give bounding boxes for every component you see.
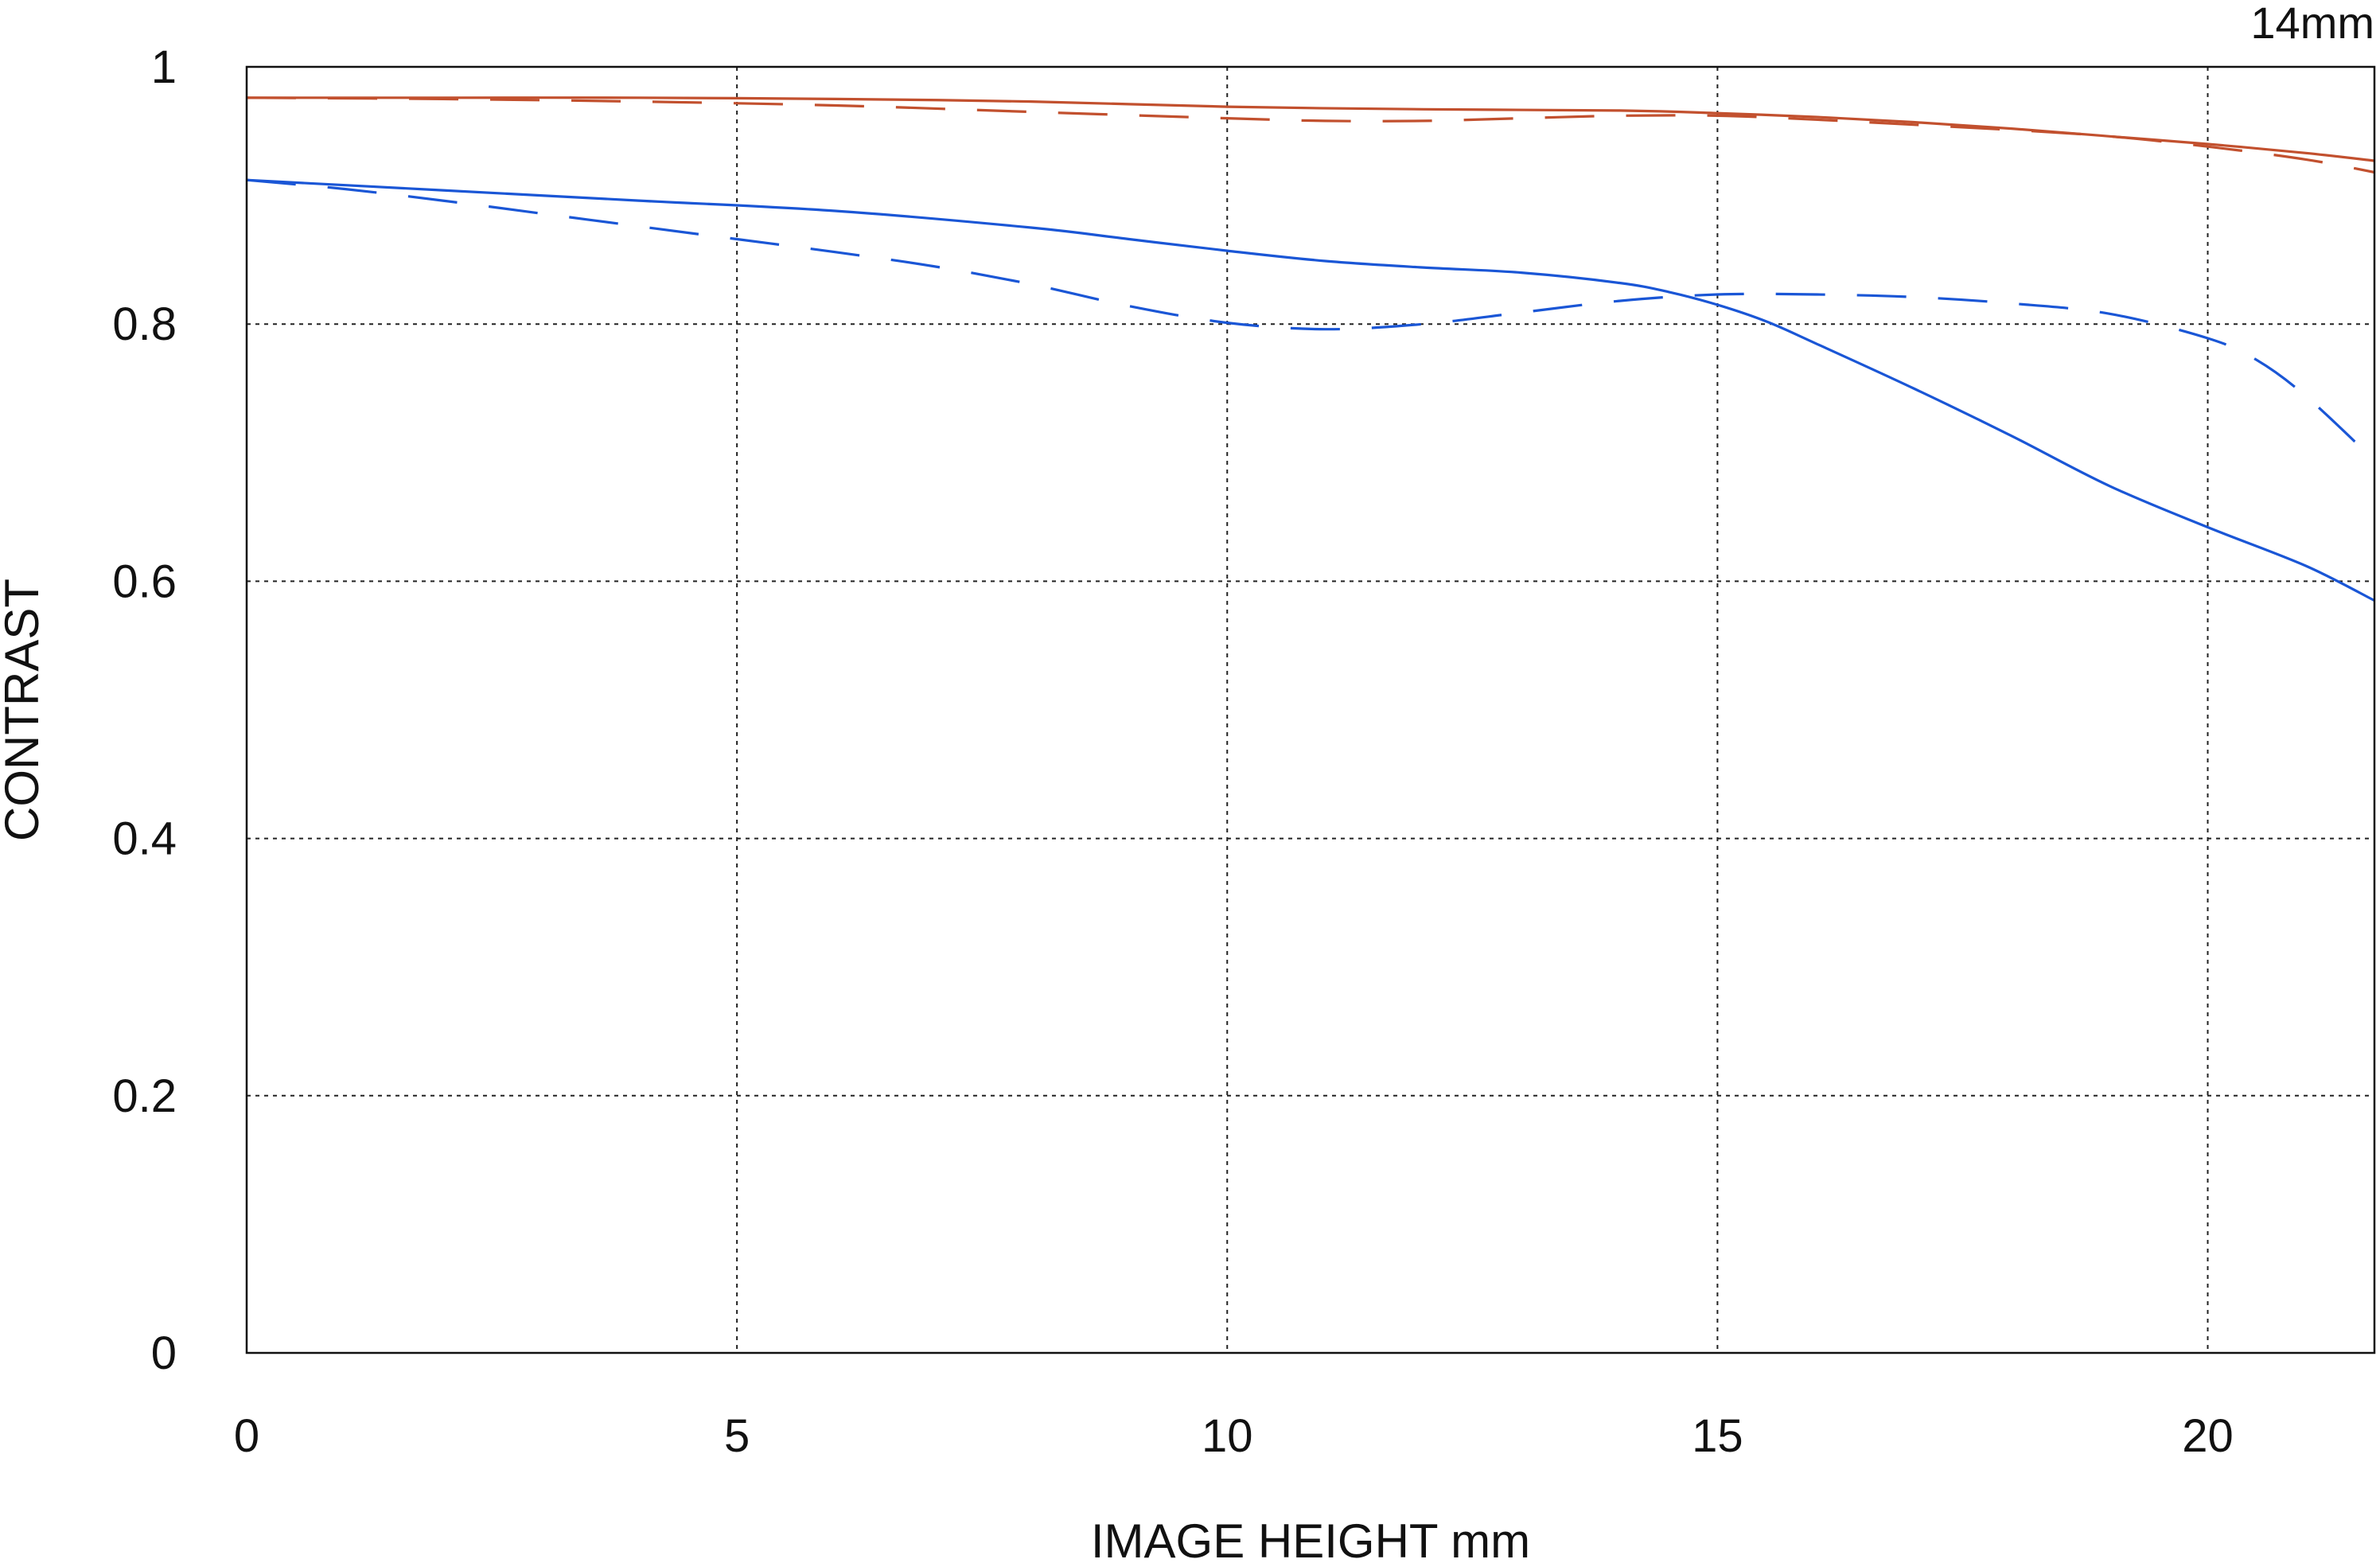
x-tick-label: 5 — [724, 1410, 750, 1462]
x-tick-label: 0 — [234, 1410, 259, 1462]
y-tick-label: 0 — [151, 1327, 177, 1379]
chart-title: 14mm — [2250, 0, 2374, 48]
series-line-dashed-3 — [246, 178, 2376, 462]
x-tick-label: 15 — [1692, 1410, 1743, 1462]
y-axis-title: CONTRAST — [0, 579, 49, 841]
plot-frame — [245, 65, 2376, 1354]
y-tick-label: 0.6 — [112, 555, 177, 607]
x-tick-label: 20 — [2182, 1410, 2234, 1462]
y-tick-label: 0.2 — [112, 1070, 177, 1122]
series-line-solid-0 — [246, 96, 2375, 162]
data-series — [246, 96, 2376, 602]
y-tick-label: 0.8 — [112, 298, 177, 350]
tick-labels: 0 5 10 15 20 0 0.2 0.4 0.6 0.8 1 — [112, 41, 2233, 1462]
series-line-dashed-1 — [246, 96, 2375, 174]
series-line-solid-2 — [246, 178, 2375, 602]
grid-lines — [247, 67, 2374, 1353]
y-tick-label: 1 — [151, 41, 177, 93]
x-axis-title: IMAGE HEIGHT mm — [1091, 1514, 1530, 1563]
y-tick-label: 0.4 — [112, 813, 177, 865]
x-tick-label: 10 — [1202, 1410, 1253, 1462]
